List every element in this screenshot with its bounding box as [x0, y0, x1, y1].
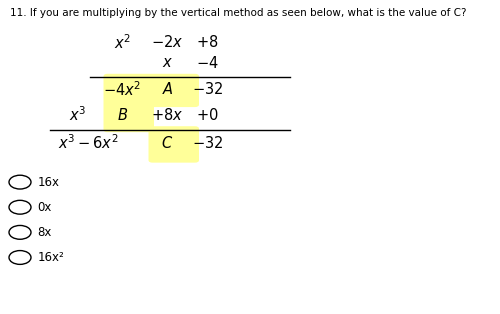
Text: $x^3 - 6x^2$: $x^3 - 6x^2$ — [58, 133, 118, 152]
Text: 16x: 16x — [38, 176, 60, 189]
Text: 11. If you are multiplying by the vertical method as seen below, what is the val: 11. If you are multiplying by the vertic… — [10, 8, 466, 18]
Text: 8x: 8x — [38, 226, 52, 239]
FancyBboxPatch shape — [148, 74, 199, 107]
Text: 16x²: 16x² — [38, 251, 64, 264]
Text: $+0$: $+0$ — [196, 107, 219, 122]
Text: $-2x$: $-2x$ — [152, 35, 184, 50]
Text: $-4$: $-4$ — [196, 55, 219, 71]
Text: $-32$: $-32$ — [192, 82, 223, 97]
Text: $x^3$: $x^3$ — [69, 105, 86, 124]
Text: 0x: 0x — [38, 201, 52, 214]
Text: $+8$: $+8$ — [196, 35, 219, 50]
FancyBboxPatch shape — [104, 74, 154, 132]
Text: $-4x^2$: $-4x^2$ — [104, 80, 142, 99]
Text: $-32$: $-32$ — [192, 135, 223, 151]
Text: $x^2$: $x^2$ — [114, 33, 131, 52]
Text: $+8x$: $+8x$ — [152, 107, 184, 122]
Text: $x$: $x$ — [162, 55, 173, 70]
Text: $A$: $A$ — [162, 82, 173, 97]
Text: $C$: $C$ — [162, 135, 173, 151]
Text: $B$: $B$ — [117, 107, 128, 122]
FancyBboxPatch shape — [148, 126, 199, 163]
